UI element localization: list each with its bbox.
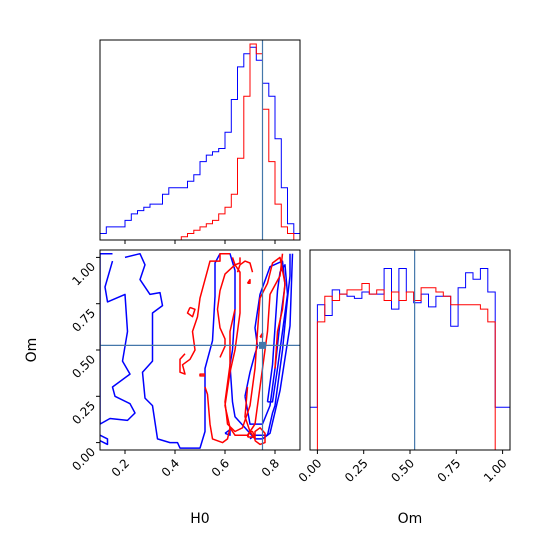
x-axis-label-om: Om: [398, 511, 423, 527]
tick-label-h0-3: 0.8: [259, 456, 282, 479]
contour-line-series2-10: [254, 427, 266, 446]
frame-hist-om: [309, 249, 511, 451]
contour-line-series2-11: [246, 278, 251, 285]
contour-line-series1-4: [249, 253, 291, 440]
hist-h0-series1: [100, 46, 300, 240]
tick-label-om-y-3: 0.75: [69, 306, 98, 335]
contour-line-series1-7: [224, 428, 231, 436]
hist-om-series: [310, 250, 510, 450]
contour-line-series2-13: [231, 257, 241, 266]
tick-label-om-x-3: 0.75: [435, 456, 464, 485]
contour-line-series1-2: [100, 252, 136, 425]
tick-label-om-y-1: 0.25: [69, 399, 98, 428]
hist-h0-panel: [100, 40, 300, 240]
tick-label-om-x-4: 1.00: [481, 456, 510, 485]
contour-line-series1-3: [124, 252, 294, 449]
contour-line-series1-6: [266, 264, 289, 403]
contour-lines: [100, 250, 300, 450]
hist-h0-series2: [100, 43, 300, 240]
contour-line-series2-7: [246, 430, 256, 438]
hist-om-series2: [310, 283, 510, 450]
tick-label-h0-2: 0.6: [209, 456, 232, 479]
frame-contour: [99, 249, 301, 451]
labels-layer: H0 Om Om: [24, 338, 422, 527]
y-axis-label-om: Om: [24, 338, 40, 363]
tick-label-om-y-0: 0.00: [69, 445, 98, 474]
contour-line-series1-1: [100, 434, 109, 446]
tick-label-om-y-2: 0.50: [69, 352, 98, 381]
contour-line-series2-8: [199, 373, 205, 377]
tick-label-h0-0: 0.2: [109, 456, 132, 479]
x-axis-label-h0: H0: [190, 511, 209, 527]
contour-line-series2-1: [179, 252, 230, 375]
contour-line-series2-5: [224, 256, 286, 433]
truth-marker: [259, 341, 266, 349]
contour-line-series2-2: [186, 306, 196, 318]
tick-label-om-y-4: 1.00: [69, 260, 98, 289]
tick-label-h0-1: 0.4: [159, 456, 182, 479]
contour-line-series2-6: [244, 386, 256, 440]
hist-om-panel: [310, 250, 510, 450]
hist-h0-series: [100, 40, 300, 240]
tick-label-om-x-0: 0.00: [296, 456, 325, 485]
contour-line-series2-12: [236, 260, 254, 273]
frame-hist-h0: [99, 39, 301, 241]
contour-panel: [100, 250, 300, 450]
contour-line-series2-3: [204, 386, 231, 444]
tick-label-om-x-1: 0.25: [342, 456, 371, 485]
tick-label-om-x-2: 0.50: [388, 456, 417, 485]
